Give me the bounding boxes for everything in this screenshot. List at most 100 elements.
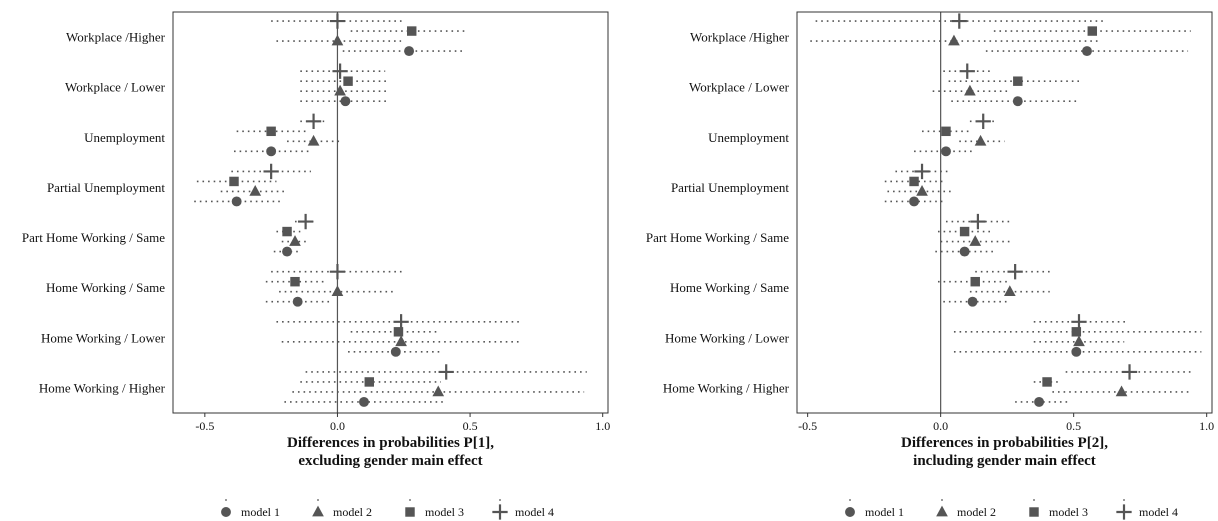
- x-tick-label: 1.0: [595, 419, 610, 433]
- point-model-4: [393, 314, 409, 330]
- point-model-4: [438, 364, 454, 380]
- point-model-1: [967, 296, 978, 307]
- category-label: Home Working / Higher: [663, 380, 790, 395]
- point-model-4: [332, 63, 348, 79]
- x-axis-label: excluding gender main effect: [298, 453, 482, 469]
- category-label: Unemployment: [84, 130, 165, 145]
- point-model-2: [249, 185, 262, 196]
- category-label: Workplace /Higher: [690, 30, 790, 45]
- x-tick-label: 0.0: [330, 419, 345, 433]
- legend-circle-icon: [845, 507, 855, 517]
- plot-frame: [796, 11, 1213, 414]
- point-model-4: [975, 113, 991, 129]
- point-model-2: [974, 134, 987, 146]
- legend-label: model 2: [957, 505, 996, 519]
- point-model-2: [395, 335, 407, 347]
- point-model-3: [909, 176, 919, 187]
- point-model-1: [282, 246, 293, 257]
- point-model-2: [331, 285, 344, 297]
- legend: model 1 model 2 model 3 model 4: [845, 499, 1178, 520]
- category-label: Home Working / Higher: [39, 380, 166, 395]
- x-tick-label: 0.5: [1066, 419, 1081, 433]
- legend-label: model 4: [515, 505, 554, 519]
- x-tick-label: 1.0: [1199, 419, 1214, 433]
- legend-label: model 3: [425, 505, 464, 519]
- point-model-3: [941, 126, 951, 137]
- point-model-4: [329, 13, 346, 29]
- chart-panel-1: Workplace /Higher Workplace / Lower Unempl…: [22, 11, 610, 520]
- legend-dot: [1033, 499, 1035, 501]
- point-model-3: [959, 226, 970, 237]
- x-tick-label: -0.5: [195, 419, 214, 433]
- point-model-1: [266, 146, 277, 157]
- legend-label: model 2: [333, 505, 372, 519]
- category-label: Workplace / Lower: [689, 80, 790, 95]
- point-model-2: [432, 385, 445, 397]
- point-model-3: [1042, 377, 1052, 387]
- point-model-3: [970, 276, 980, 287]
- category-label: Part Home Working / Same: [22, 230, 165, 245]
- legend-label: model 1: [865, 505, 904, 519]
- point-model-1: [404, 46, 415, 57]
- point-model-2: [307, 134, 320, 146]
- legend-dot: [849, 499, 851, 501]
- category-label: Workplace /Higher: [66, 30, 166, 45]
- legend-dot: [317, 499, 319, 501]
- point-model-2: [964, 84, 976, 96]
- legend-square-icon: [405, 507, 415, 517]
- point-model-4: [1121, 364, 1138, 380]
- point-model-3: [282, 226, 292, 237]
- category-label: Workplace / Lower: [65, 80, 166, 95]
- point-model-1: [292, 296, 303, 307]
- point-model-1: [1034, 396, 1045, 407]
- point-model-4: [305, 113, 322, 129]
- point-model-4: [951, 13, 967, 29]
- x-axis-label: Differences in probabilities P[1],: [287, 435, 494, 451]
- point-model-3: [406, 26, 417, 36]
- point-model-4: [914, 163, 930, 180]
- legend-dot: [941, 499, 943, 501]
- point-model-1: [909, 196, 920, 207]
- point-model-4: [329, 264, 346, 280]
- x-tick-label: 0.0: [933, 419, 948, 433]
- legend-label: model 1: [241, 505, 280, 519]
- point-model-1: [1012, 96, 1023, 107]
- x-tick-label: -0.5: [798, 419, 817, 433]
- point-model-3: [343, 76, 353, 86]
- point-model-1: [1071, 346, 1082, 357]
- point-model-1: [390, 346, 401, 357]
- legend-plus-icon: [1116, 504, 1132, 520]
- legend-dot: [225, 499, 227, 501]
- point-model-3: [1071, 327, 1082, 337]
- x-tick-label: 0.5: [463, 419, 478, 433]
- legend-triangle-icon: [936, 505, 948, 517]
- legend-plus-icon: [492, 504, 508, 520]
- point-model-2: [1115, 385, 1128, 397]
- x-axis-label: Differences in probabilities P[2],: [901, 435, 1108, 451]
- point-model-1: [959, 246, 970, 257]
- category-label: Partial Unemployment: [47, 180, 165, 195]
- category-label: Unemployment: [708, 130, 789, 145]
- legend-triangle-icon: [312, 505, 324, 517]
- point-model-1: [340, 96, 351, 107]
- point-model-3: [290, 276, 300, 287]
- point-model-2: [916, 185, 928, 196]
- point-model-3: [364, 377, 375, 387]
- point-model-4: [1007, 264, 1023, 280]
- point-model-4: [263, 163, 279, 180]
- category-label: Partial Unemployment: [671, 180, 789, 195]
- legend-dot: [409, 499, 411, 501]
- legend-circle-icon: [221, 507, 231, 517]
- point-model-4: [297, 213, 314, 230]
- category-label: Home Working / Same: [670, 280, 789, 295]
- plot-frame: [172, 11, 609, 414]
- point-model-2: [331, 34, 344, 46]
- legend-dot: [1123, 499, 1125, 501]
- point-model-3: [393, 327, 404, 337]
- point-model-2: [334, 84, 346, 96]
- legend-label: model 3: [1049, 505, 1088, 519]
- point-model-4: [970, 213, 986, 230]
- point-model-1: [1082, 46, 1092, 57]
- point-model-2: [1073, 335, 1085, 347]
- category-label: Home Working / Lower: [665, 330, 790, 345]
